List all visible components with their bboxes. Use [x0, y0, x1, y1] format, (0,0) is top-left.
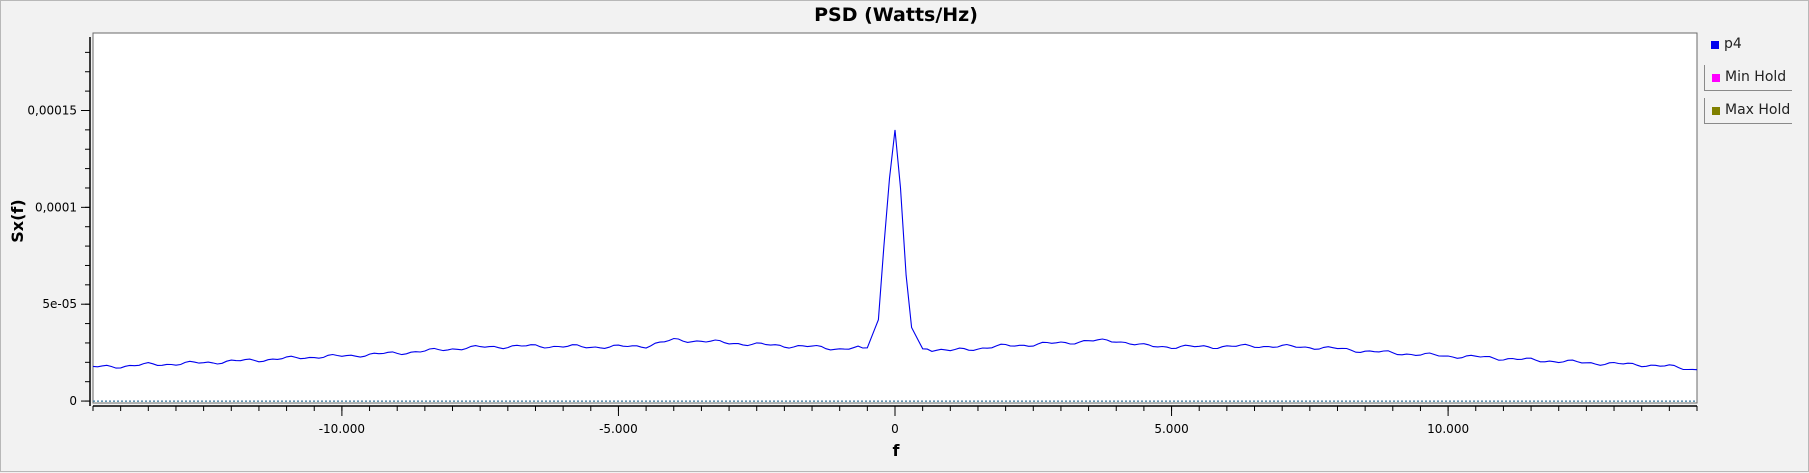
legend-swatch — [1712, 74, 1720, 82]
x-tick-label: 0 — [891, 422, 899, 436]
legend-item-p4[interactable]: p4 — [1704, 32, 1792, 58]
legend-item-min-hold[interactable]: Min Hold — [1704, 65, 1792, 91]
x-tick-label: 5.000 — [1154, 422, 1188, 436]
legend-swatch — [1711, 41, 1719, 49]
legend-item-max-hold[interactable]: Max Hold — [1704, 98, 1792, 124]
legend-label: Max Hold — [1725, 102, 1791, 118]
x-tick-label: -5.000 — [599, 422, 638, 436]
legend-swatch — [1712, 107, 1720, 115]
y-axis-title: Sx(f) — [8, 199, 27, 242]
legend: p4 Min Hold Max Hold — [1704, 32, 1792, 131]
x-tick-label: -10.000 — [319, 422, 365, 436]
plot-canvas — [92, 32, 1698, 404]
legend-label: Min Hold — [1725, 69, 1787, 85]
x-axis-title: f — [893, 441, 901, 460]
plot-area: 0 5e-05 0,0001 0,00015 -10.000 -5.000 0 5.000 10… — [27, 32, 1698, 436]
legend-label: p4 — [1724, 36, 1742, 52]
y-tick-label: 5e-05 — [42, 297, 77, 311]
y-tick-label: 0 — [69, 394, 77, 408]
y-tick-label: 0,0001 — [35, 200, 77, 214]
series-line-p4 — [92, 129, 1698, 371]
x-tick-label: 10.000 — [1427, 422, 1469, 436]
chart-title: PSD (Watts/Hz) — [814, 4, 978, 26]
y-tick-label: 0,00015 — [27, 103, 77, 117]
